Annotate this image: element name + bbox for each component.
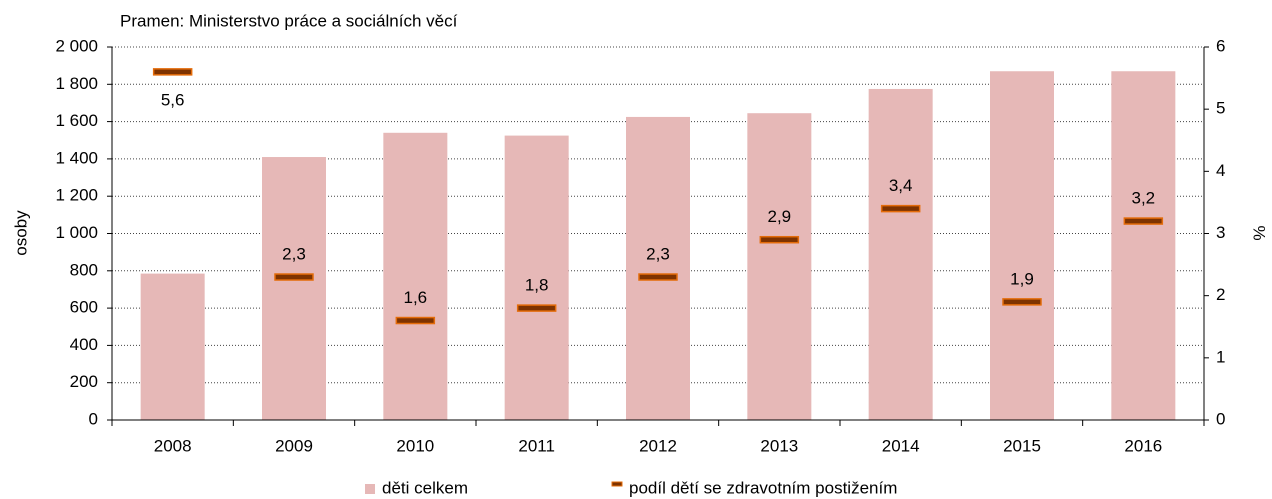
y-tick-label: 0 <box>89 409 98 428</box>
x-tick-label: 2008 <box>154 436 192 455</box>
legend-swatch <box>611 481 623 487</box>
marker <box>638 273 678 281</box>
marker <box>1123 217 1164 225</box>
x-tick-label: 2013 <box>760 436 798 455</box>
x-tick-label: 2015 <box>1003 436 1041 455</box>
data-label: 1,6 <box>404 288 428 307</box>
y-tick-label: 200 <box>70 372 98 391</box>
data-label: 3,4 <box>889 176 913 195</box>
bar <box>626 116 690 420</box>
y2-tick-label: 3 <box>1216 223 1225 242</box>
x-tick-label: 2009 <box>275 436 313 455</box>
y2-tick-label: 2 <box>1216 285 1225 304</box>
y-tick-label: 400 <box>70 335 98 354</box>
marker <box>759 235 800 244</box>
marker <box>152 68 193 76</box>
y-tick-label: 1 800 <box>55 74 98 93</box>
y-tick-label: 600 <box>70 298 98 317</box>
x-tick-label: 2011 <box>518 436 555 455</box>
data-label: 2,9 <box>768 207 792 226</box>
bar <box>747 113 812 421</box>
data-label: 2,3 <box>646 245 670 264</box>
y2-axis-label: % <box>1250 225 1269 240</box>
legend-label: podíl dětí se zdravotním postižením <box>629 478 897 497</box>
y-axis-label: osoby <box>11 210 30 256</box>
y-tick-label: 2 000 <box>55 36 98 55</box>
chart-subtitle: Pramen: Ministerstvo práce a sociálních … <box>120 11 458 30</box>
x-tick-label: 2010 <box>396 436 434 455</box>
y2-tick-label: 4 <box>1216 161 1225 180</box>
y-tick-label: 800 <box>70 260 98 279</box>
data-label: 1,8 <box>525 276 549 295</box>
y2-tick-label: 1 <box>1216 347 1225 366</box>
y-tick-label: 1 200 <box>55 186 98 205</box>
y-tick-label: 1 600 <box>55 111 98 130</box>
data-label: 5,6 <box>161 90 185 109</box>
y2-tick-label: 0 <box>1216 409 1225 428</box>
y2-tick-label: 6 <box>1216 36 1225 55</box>
data-label: 2,3 <box>282 245 306 264</box>
marker <box>1002 298 1042 306</box>
y-tick-label: 1 400 <box>55 148 98 167</box>
bar <box>140 273 205 420</box>
x-tick-label: 2012 <box>639 436 677 455</box>
x-tick-label: 2016 <box>1124 436 1162 455</box>
legend-swatch <box>365 484 375 494</box>
marker <box>395 316 436 325</box>
bar <box>1111 71 1176 421</box>
marker <box>516 304 557 312</box>
legend-label: děti celkem <box>382 478 468 497</box>
bar <box>504 135 569 420</box>
x-tick-label: 2014 <box>882 436 920 455</box>
y-tick-label: 1 000 <box>55 223 98 242</box>
bar <box>262 157 326 420</box>
bar <box>383 132 448 421</box>
marker <box>274 273 314 281</box>
marker <box>880 204 921 213</box>
data-label: 1,9 <box>1010 269 1034 288</box>
y2-tick-label: 5 <box>1216 99 1225 118</box>
bar <box>868 88 933 421</box>
bar <box>990 71 1054 421</box>
data-label: 3,2 <box>1132 189 1156 208</box>
